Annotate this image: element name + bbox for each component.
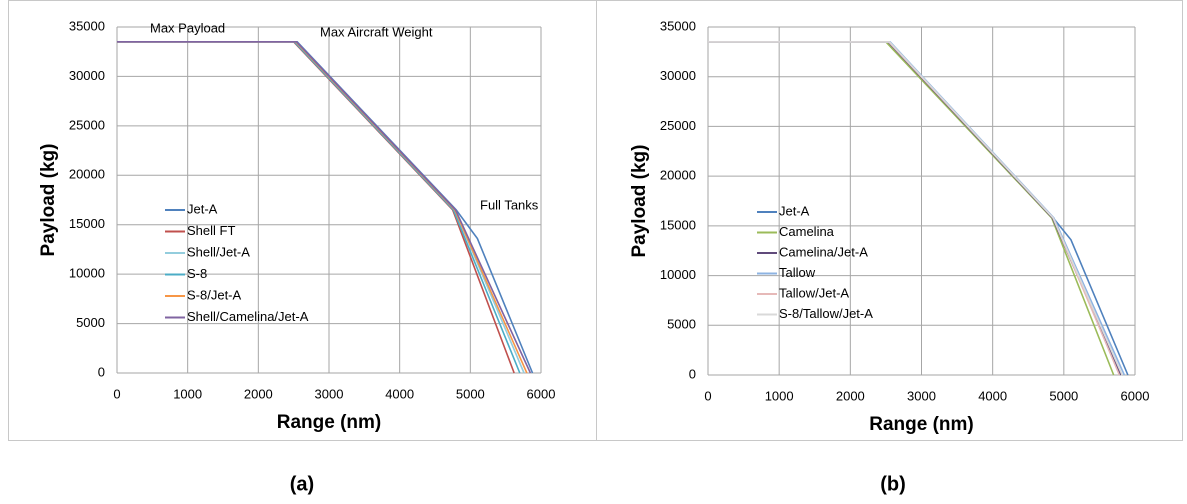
y-tick-label: 10000 (660, 267, 696, 282)
y-tick-label: 35000 (69, 18, 105, 33)
legend-label: S-8 (187, 266, 207, 281)
y-axis-title: Payload (kg) (38, 144, 59, 257)
x-tick-label: 5000 (456, 386, 485, 401)
legend-label: Camelina (779, 224, 835, 239)
y-tick-label: 30000 (660, 68, 696, 83)
legend-label: Shell FT (187, 223, 235, 238)
x-tick-label: 3000 (315, 386, 344, 401)
annotation: Max Aircraft Weight (320, 24, 433, 39)
annotation: Full Tanks (480, 197, 539, 212)
legend-label: S-8/Tallow/Jet-A (779, 306, 873, 321)
legend-label: S-8/Jet-A (187, 287, 242, 302)
x-tick-label: 6000 (527, 386, 556, 401)
series-line (117, 41, 532, 374)
x-tick-label: 1000 (173, 386, 202, 401)
y-tick-label: 10000 (69, 266, 105, 281)
legend-label: Shell/Jet-A (187, 244, 250, 259)
x-tick-label: 2000 (244, 386, 273, 401)
x-tick-label: 1000 (765, 388, 794, 403)
y-tick-label: 0 (98, 364, 105, 379)
x-tick-label: 0 (113, 386, 120, 401)
x-tick-label: 5000 (1049, 388, 1078, 403)
y-tick-label: 5000 (76, 315, 105, 330)
legend-label: Tallow/Jet-A (779, 285, 849, 300)
series-line (708, 41, 1123, 376)
x-tick-label: 4000 (978, 388, 1007, 403)
y-tick-label: 25000 (69, 117, 105, 132)
panel-caption: (b) (880, 473, 906, 495)
legend-label: Camelina/Jet-A (779, 244, 868, 259)
x-tick-label: 3000 (907, 388, 936, 403)
y-tick-label: 35000 (660, 18, 696, 33)
x-tick-label: 4000 (385, 386, 414, 401)
x-tick-label: 2000 (836, 388, 865, 403)
y-tick-label: 30000 (69, 68, 105, 83)
panel-caption: (a) (290, 473, 314, 495)
y-tick-label: 15000 (660, 217, 696, 232)
legend-label: Jet-A (187, 201, 218, 216)
x-axis-title: Range (nm) (869, 414, 974, 435)
legend-label: Jet-A (779, 203, 810, 218)
y-tick-label: 20000 (69, 167, 105, 182)
x-axis-title: Range (nm) (277, 412, 382, 433)
legend-label: Tallow (779, 265, 816, 280)
y-tick-label: 0 (689, 366, 696, 381)
y-axis-title: Payload (kg) (629, 145, 650, 258)
y-tick-label: 15000 (69, 216, 105, 231)
x-tick-label: 0 (704, 388, 711, 403)
x-tick-label: 6000 (1121, 388, 1150, 403)
panel-frame (596, 0, 1183, 441)
y-tick-label: 5000 (667, 317, 696, 332)
y-tick-label: 20000 (660, 168, 696, 183)
y-tick-label: 25000 (660, 118, 696, 133)
legend-label: Shell/Camelina/Jet-A (187, 309, 309, 324)
annotation: Max Payload (150, 20, 225, 35)
